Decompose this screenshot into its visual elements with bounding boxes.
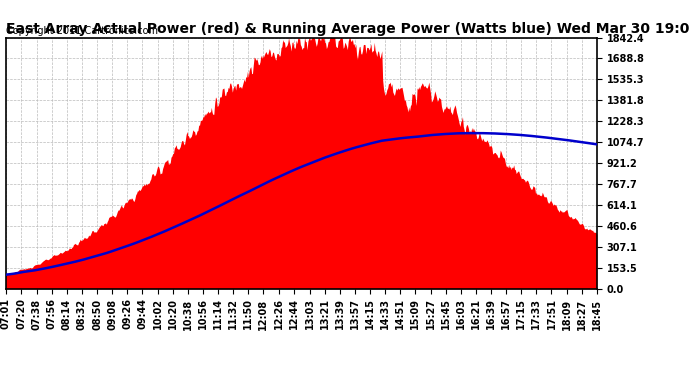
Text: East Array Actual Power (red) & Running Average Power (Watts blue) Wed Mar 30 19: East Array Actual Power (red) & Running … [6, 22, 690, 36]
Text: Copyright 2011 Cartronics.com: Copyright 2011 Cartronics.com [6, 26, 157, 36]
